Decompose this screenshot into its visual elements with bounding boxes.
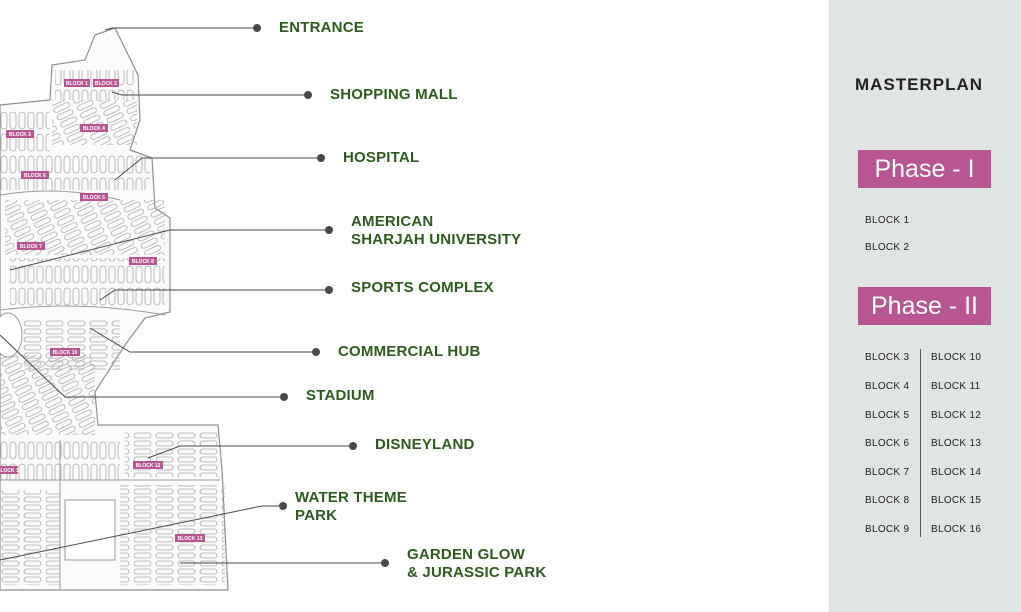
map-tag-block-7: BLOCK 7 (17, 242, 45, 250)
poi-commercial-hub: COMMERCIAL HUB (338, 343, 481, 361)
svg-text:BLOCK 11: BLOCK 11 (0, 468, 21, 474)
svg-text:BLOCK 10: BLOCK 10 (53, 350, 78, 356)
leader-water-theme-park (0, 505, 283, 561)
svg-text:BLOCK 3: BLOCK 3 (9, 132, 31, 138)
poi-garden-glow: GARDEN GLOW & JURASSIC PARK (407, 546, 546, 582)
phase-2-block-item: BLOCK 4 (865, 381, 910, 392)
phase-2-block-item: BLOCK 5 (865, 410, 910, 421)
map-tag-block-12: BLOCK 12 (133, 461, 163, 469)
poi-disneyland: DISNEYLAND (375, 436, 475, 454)
map-features (0, 190, 220, 590)
phase-2-block-item: BLOCK 10 (931, 352, 982, 363)
leader-sports-complex (99, 289, 329, 301)
svg-text:BLOCK 5: BLOCK 5 (83, 195, 105, 201)
poi-commercial-hub-line1: COMMERCIAL HUB (338, 343, 481, 360)
poi-university-line2: SHARJAH UNIVERSITY (351, 231, 522, 248)
poi-shopping-mall: SHOPPING MALL (330, 86, 458, 104)
map-tag-block-5: BLOCK 5 (80, 193, 108, 201)
leader-disneyland (147, 445, 353, 459)
poi-disneyland-line1: DISNEYLAND (375, 436, 475, 453)
svg-text:BLOCK 7: BLOCK 7 (20, 244, 42, 250)
poi-water-theme-park: WATER THEME PARK (295, 489, 407, 525)
map-tag-block-2: BLOCK 2 (93, 79, 119, 87)
map-tag-block-4: BLOCK 4 (80, 124, 108, 132)
map-tag-block-3: BLOCK 3 (6, 130, 34, 138)
svg-text:BLOCK 4: BLOCK 4 (83, 126, 105, 132)
poi-stadium-line1: STADIUM (306, 387, 375, 404)
leader-commercial-hub (89, 327, 316, 353)
poi-garden-glow-line1: GARDEN GLOW (407, 546, 526, 563)
poi-hospital: HOSPITAL (343, 149, 419, 167)
map-tag-block-6: BLOCK 6 (21, 171, 49, 179)
phase-2-block-item: BLOCK 9 (865, 524, 910, 535)
phase-1-block-item: BLOCK 2 (865, 242, 910, 253)
poi-sports-complex-line1: SPORTS COMPLEX (351, 279, 494, 296)
phase-1-block-item: BLOCK 1 (865, 215, 910, 226)
leader-shopping-mall (111, 91, 308, 96)
leader-hospital (114, 157, 321, 181)
poi-hospital-line1: HOSPITAL (343, 149, 420, 166)
svg-text:BLOCK 12: BLOCK 12 (136, 463, 161, 469)
map-tag-block-11: BLOCK 11 (0, 466, 21, 474)
leader-university (9, 229, 329, 271)
poi-university-line1: AMERICAN (351, 213, 434, 230)
leader-stadium (0, 334, 284, 398)
poi-entrance-line1: ENTRANCE (279, 19, 364, 36)
map-tag-block-8: BLOCK 8 (129, 257, 157, 265)
poi-american-sharjah-university: AMERICAN SHARJAH UNIVERSITY (351, 213, 521, 249)
masterplan-map: BLOCK 1 BLOCK 2 BLOCK 3 BLOCK 4 BLOCK 5 … (0, 24, 389, 591)
phase-2-block-item: BLOCK 3 (865, 352, 910, 363)
leader-entrance (104, 27, 257, 31)
map-tag-block-10: BLOCK 10 (50, 348, 80, 356)
poi-sports-complex: SPORTS COMPLEX (351, 279, 494, 297)
phase-2-block-item: BLOCK 16 (931, 524, 982, 535)
phase-2-block-item: BLOCK 11 (931, 381, 981, 392)
leader-lines (0, 27, 385, 564)
svg-text:BLOCK 1: BLOCK 1 (66, 81, 88, 87)
legend-panel: MASTERPLAN Phase - I BLOCK 1 BLOCK 2 Pha… (829, 0, 1021, 612)
phase-2-badge: Phase - II (858, 287, 991, 325)
phase-2-block-item: BLOCK 8 (865, 495, 910, 506)
phase-2-column-divider (920, 349, 921, 537)
map-tag-block-13: BLOCK 13 (175, 534, 205, 542)
phase-2-block-item: BLOCK 6 (865, 438, 910, 449)
map-tag-block-1: BLOCK 1 (64, 79, 90, 87)
phase-2-block-item: BLOCK 7 (865, 467, 910, 478)
svg-text:BLOCK 6: BLOCK 6 (24, 173, 46, 179)
svg-text:BLOCK 13: BLOCK 13 (178, 536, 203, 542)
poi-water-theme-park-line2: PARK (295, 507, 338, 524)
leader-dots (253, 24, 389, 567)
svg-text:BLOCK 2: BLOCK 2 (95, 81, 117, 87)
phase-2-block-item: BLOCK 15 (931, 495, 982, 506)
legend-title: MASTERPLAN (855, 75, 984, 94)
phase-1-badge: Phase - I (858, 150, 991, 188)
poi-stadium: STADIUM (306, 387, 375, 405)
svg-text:BLOCK 8: BLOCK 8 (132, 259, 154, 265)
phase-2-block-item: BLOCK 12 (931, 410, 982, 421)
poi-water-theme-park-line1: WATER THEME (295, 489, 407, 506)
poi-entrance: ENTRANCE (279, 19, 364, 37)
poi-shopping-mall-line1: SHOPPING MALL (330, 86, 458, 103)
phase-2-block-item: BLOCK 14 (931, 467, 982, 478)
phase-2-block-item: BLOCK 13 (931, 438, 982, 449)
poi-garden-glow-line2: & JURASSIC PARK (407, 564, 547, 581)
